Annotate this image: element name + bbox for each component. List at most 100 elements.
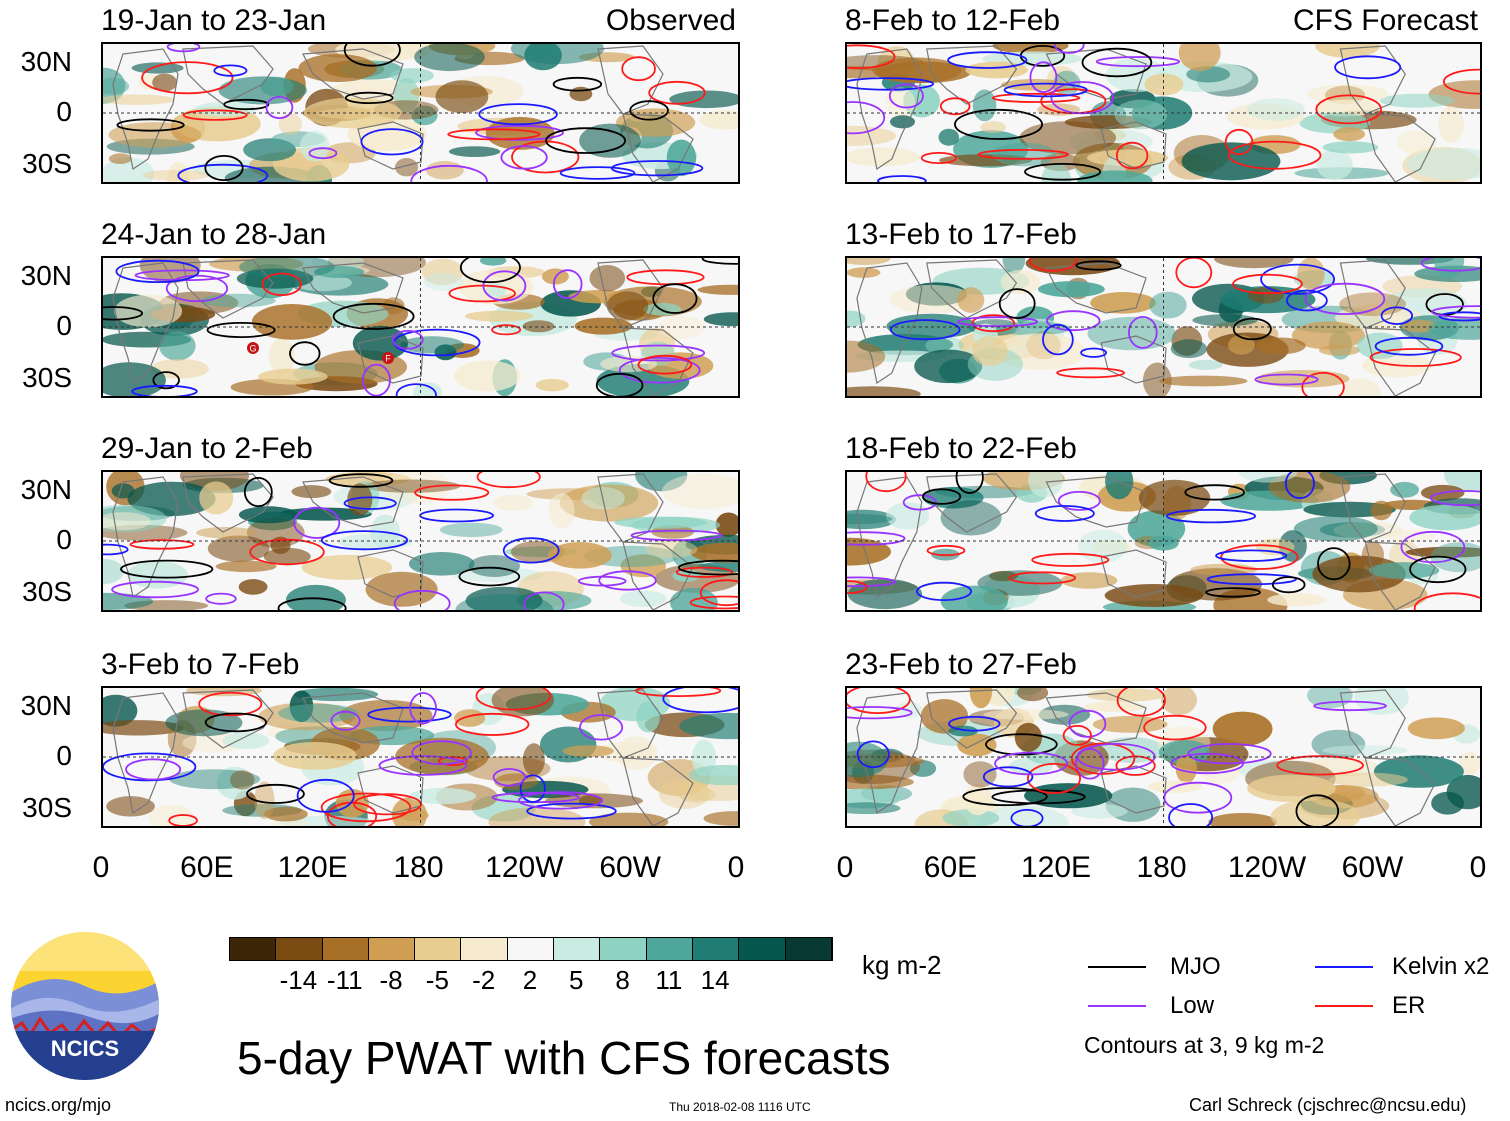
kelvin-contour [1374, 336, 1444, 356]
kelvin-contour [1215, 549, 1288, 562]
coastline [112, 692, 179, 814]
pwat-anomaly-blob [207, 535, 270, 562]
pwat-anomaly-blob [699, 110, 738, 130]
pwat-anomaly-blob [703, 811, 738, 826]
panel-title: 23-Feb to 27-Feb [845, 648, 1077, 681]
pwat-anomaly-blob [1099, 737, 1165, 763]
colorbar-segment [646, 938, 693, 960]
pwat-anomaly-blob [957, 287, 985, 313]
latitude-label: 30N [20, 690, 72, 721]
pwat-map [847, 44, 1480, 182]
legend-er-label: ER [1392, 992, 1426, 1019]
kelvin-contour [856, 740, 890, 769]
low-contour [166, 44, 201, 53]
pwat-anomaly-blob [872, 57, 962, 84]
low-contour [410, 164, 488, 182]
latitude-label: 30S [22, 148, 72, 179]
pwat-anomaly-blob [847, 125, 897, 146]
mjo-contour [204, 155, 244, 182]
pwat-anomaly-blob [589, 265, 626, 292]
pwat-anomaly-blob [1181, 142, 1281, 181]
pwat-anomaly-blob [977, 570, 1063, 596]
pwat-anomaly-blob [666, 139, 697, 177]
er-contour [648, 80, 706, 105]
mjo-contour [1024, 163, 1102, 181]
longitude-label: 120E [1020, 851, 1092, 884]
coastline [1100, 765, 1167, 814]
kelvin-contour [1042, 323, 1074, 356]
coastline [622, 757, 694, 826]
pwat-anomaly-blob [522, 320, 555, 333]
pwat-anomaly-blob [1158, 740, 1211, 765]
pwat-anomaly-blob [715, 512, 738, 537]
pwat-anomaly-blob [983, 709, 1069, 720]
pwat-anomaly-blob [885, 87, 915, 117]
pwat-map-panel [845, 42, 1482, 184]
mjo-contour [1184, 484, 1246, 501]
pwat-anomaly-blob [971, 336, 1008, 367]
pwat-map-panel [101, 42, 740, 184]
mjo-contour [701, 258, 738, 265]
observed-label: Observed [605, 4, 736, 37]
pwat-anomaly-blob [103, 362, 166, 396]
er-contour [1443, 68, 1480, 95]
pwat-anomaly-blob [148, 805, 195, 826]
colorbar-segment [368, 938, 416, 960]
forecast-label: CFS Forecast [1292, 4, 1478, 37]
pwat-anomaly-blob [222, 732, 270, 749]
pwat-anomaly-blob [1071, 803, 1128, 819]
pwat-anomaly-blob [165, 709, 243, 737]
kelvin-contour [1003, 82, 1088, 98]
pwat-anomaly-blob [1340, 378, 1381, 396]
pwat-anomaly-blob [1333, 127, 1366, 142]
longitude-label: 120W [485, 851, 564, 884]
er-contour [320, 792, 412, 823]
footer-credit: Carl Schreck (cjschrec@ncsu.edu) [1189, 1095, 1467, 1115]
low-contour [411, 740, 472, 766]
coastline [302, 48, 404, 100]
coastline [302, 262, 404, 314]
pwat-anomaly-blob [452, 567, 544, 583]
er-contour [129, 539, 195, 550]
mjo-contour [206, 322, 276, 339]
footer-url[interactable]: ncics.org/mjo [5, 1095, 112, 1115]
low-contour [378, 755, 468, 776]
colorbar-segment [322, 938, 369, 960]
pwat-anomaly-blob [152, 73, 178, 92]
low-contour [1429, 490, 1480, 507]
kelvin-contour [1168, 803, 1214, 826]
latitude-label: 0 [56, 96, 72, 127]
pwat-anomaly-blob [847, 340, 886, 373]
coastline [357, 335, 424, 384]
mjo-contour [328, 473, 394, 488]
latitude-label: 30N [20, 474, 72, 505]
mjo-contour [152, 371, 180, 390]
kelvin-contour [1284, 472, 1315, 499]
low-contour [847, 576, 896, 588]
low-contour [1029, 61, 1058, 94]
kelvin-contour [1080, 347, 1108, 358]
coastline [357, 121, 424, 170]
contours-note: Contours at 3, 9 kg m-2 [1084, 1032, 1325, 1058]
pwat-anomaly-blob [301, 554, 393, 580]
low-contour [492, 768, 526, 787]
pwat-anomaly-blob [1409, 504, 1480, 531]
logo-text: NCICS [51, 1036, 119, 1061]
pwat-anomaly-blob [393, 78, 420, 113]
pwat-anomaly-blob [670, 587, 718, 610]
pwat-anomaly-blob [658, 778, 710, 809]
kelvin-contour [889, 319, 961, 341]
pwat-map [847, 472, 1480, 610]
pwat-anomaly-blob [278, 113, 303, 135]
coastline [1364, 113, 1436, 182]
coastline [1100, 549, 1167, 598]
pwat-anomaly-blob [942, 809, 1000, 826]
er-contour [1369, 348, 1462, 367]
mjo-contour [204, 712, 267, 733]
mjo-contour [1271, 576, 1306, 594]
low-contour [1127, 316, 1158, 349]
er-contour [455, 712, 530, 736]
er-contour [182, 109, 248, 121]
pwat-anomaly-blob [1322, 745, 1408, 756]
colorbar-segment [415, 938, 462, 960]
